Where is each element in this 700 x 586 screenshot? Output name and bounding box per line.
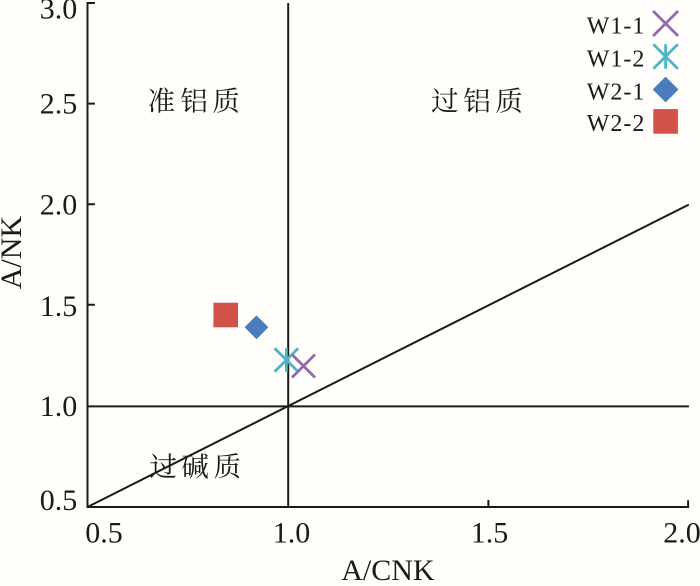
svg-text:1.0: 1.0 [273, 517, 311, 550]
svg-text:0.5: 0.5 [85, 517, 123, 550]
svg-text:W2-1: W2-1 [587, 79, 646, 105]
svg-text:1.5: 1.5 [471, 517, 509, 550]
svg-text:0.5: 0.5 [40, 484, 78, 517]
svg-text:2.5: 2.5 [40, 87, 78, 120]
svg-text:1.0: 1.0 [40, 390, 78, 423]
svg-text:W2-2: W2-2 [587, 111, 646, 137]
svg-text:3.0: 3.0 [40, 0, 78, 26]
svg-text:1.5: 1.5 [40, 290, 78, 323]
svg-text:2.0: 2.0 [663, 517, 700, 550]
svg-text:A/CNK: A/CNK [341, 554, 435, 581]
svg-text:2.0: 2.0 [40, 189, 78, 222]
svg-text:A/NK: A/NK [0, 216, 28, 290]
svg-text:W1-2: W1-2 [587, 46, 646, 72]
svg-text:W1-1: W1-1 [587, 13, 646, 39]
